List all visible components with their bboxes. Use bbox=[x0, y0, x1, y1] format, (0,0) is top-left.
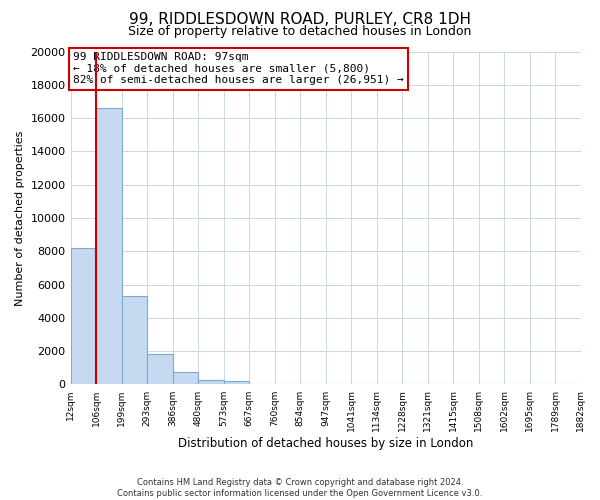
Text: Size of property relative to detached houses in London: Size of property relative to detached ho… bbox=[128, 25, 472, 38]
X-axis label: Distribution of detached houses by size in London: Distribution of detached houses by size … bbox=[178, 437, 473, 450]
Bar bbox=[122, 296, 147, 384]
Bar bbox=[173, 372, 198, 384]
Bar bbox=[147, 354, 173, 384]
Text: Contains HM Land Registry data © Crown copyright and database right 2024.
Contai: Contains HM Land Registry data © Crown c… bbox=[118, 478, 482, 498]
Bar bbox=[198, 380, 224, 384]
Bar bbox=[224, 381, 249, 384]
Text: 99 RIDDLESDOWN ROAD: 97sqm
← 18% of detached houses are smaller (5,800)
82% of s: 99 RIDDLESDOWN ROAD: 97sqm ← 18% of deta… bbox=[73, 52, 404, 86]
Bar bbox=[96, 108, 122, 384]
Text: 99, RIDDLESDOWN ROAD, PURLEY, CR8 1DH: 99, RIDDLESDOWN ROAD, PURLEY, CR8 1DH bbox=[129, 12, 471, 28]
Bar bbox=[71, 248, 96, 384]
Y-axis label: Number of detached properties: Number of detached properties bbox=[15, 130, 25, 306]
